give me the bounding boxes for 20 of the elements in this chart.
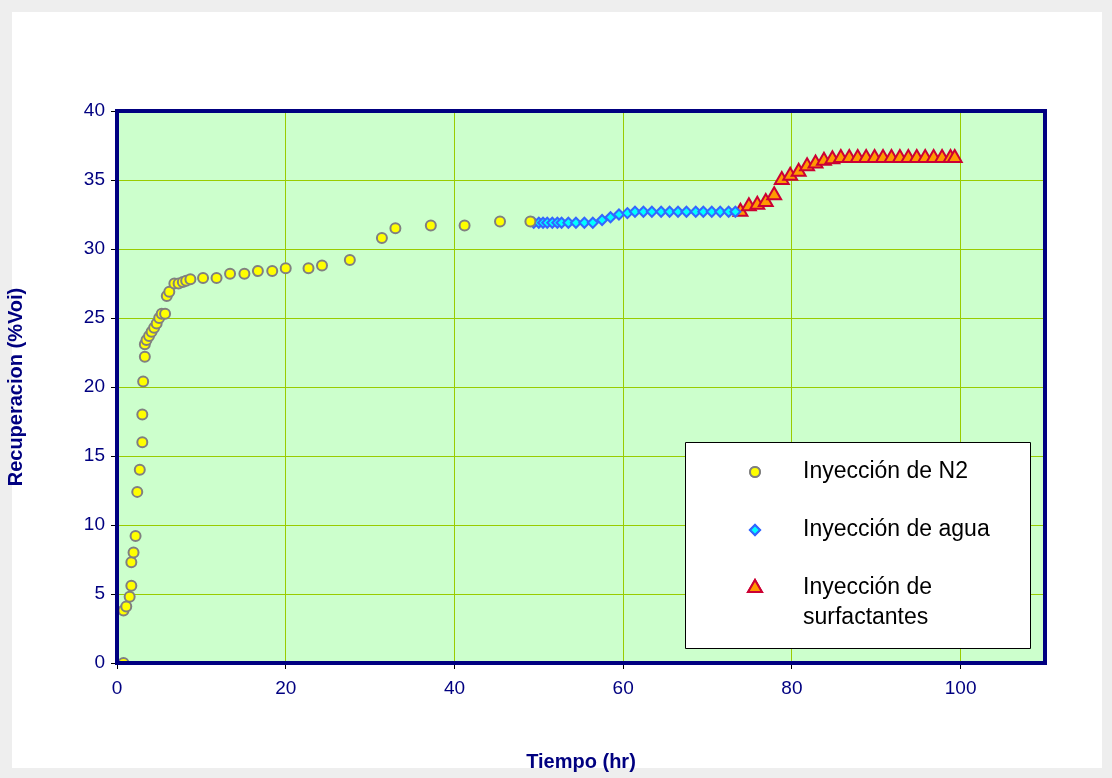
x-tick-label: 40 bbox=[443, 676, 466, 698]
x-axis-title: Tiempo (hr) bbox=[526, 749, 636, 772]
y-tick-label: 25 bbox=[83, 306, 105, 328]
y-tick-label: 35 bbox=[83, 168, 105, 190]
y-tick-label: 15 bbox=[83, 444, 105, 466]
y-axis-title: Recuperacion (%Voi) bbox=[3, 287, 26, 487]
legend-label: Inyección de agua bbox=[803, 515, 990, 542]
x-tick-label: 60 bbox=[612, 676, 634, 698]
x-tick-label: 0 bbox=[111, 676, 123, 698]
y-tick-label: 40 bbox=[83, 99, 105, 121]
y-tick-label: 0 bbox=[94, 651, 105, 673]
x-tick-label: 100 bbox=[944, 676, 977, 698]
legend-label: Inyección de N2 bbox=[803, 457, 968, 484]
y-tick-label: 30 bbox=[83, 237, 105, 259]
legend-label: Inyección de surfactantes bbox=[803, 573, 933, 630]
y-tick-label: 10 bbox=[83, 513, 105, 535]
y-tick-label: 5 bbox=[94, 582, 105, 604]
x-tick-label: 80 bbox=[781, 676, 803, 698]
x-tick-label: 20 bbox=[275, 676, 297, 698]
y-tick-label: 20 bbox=[83, 375, 105, 397]
